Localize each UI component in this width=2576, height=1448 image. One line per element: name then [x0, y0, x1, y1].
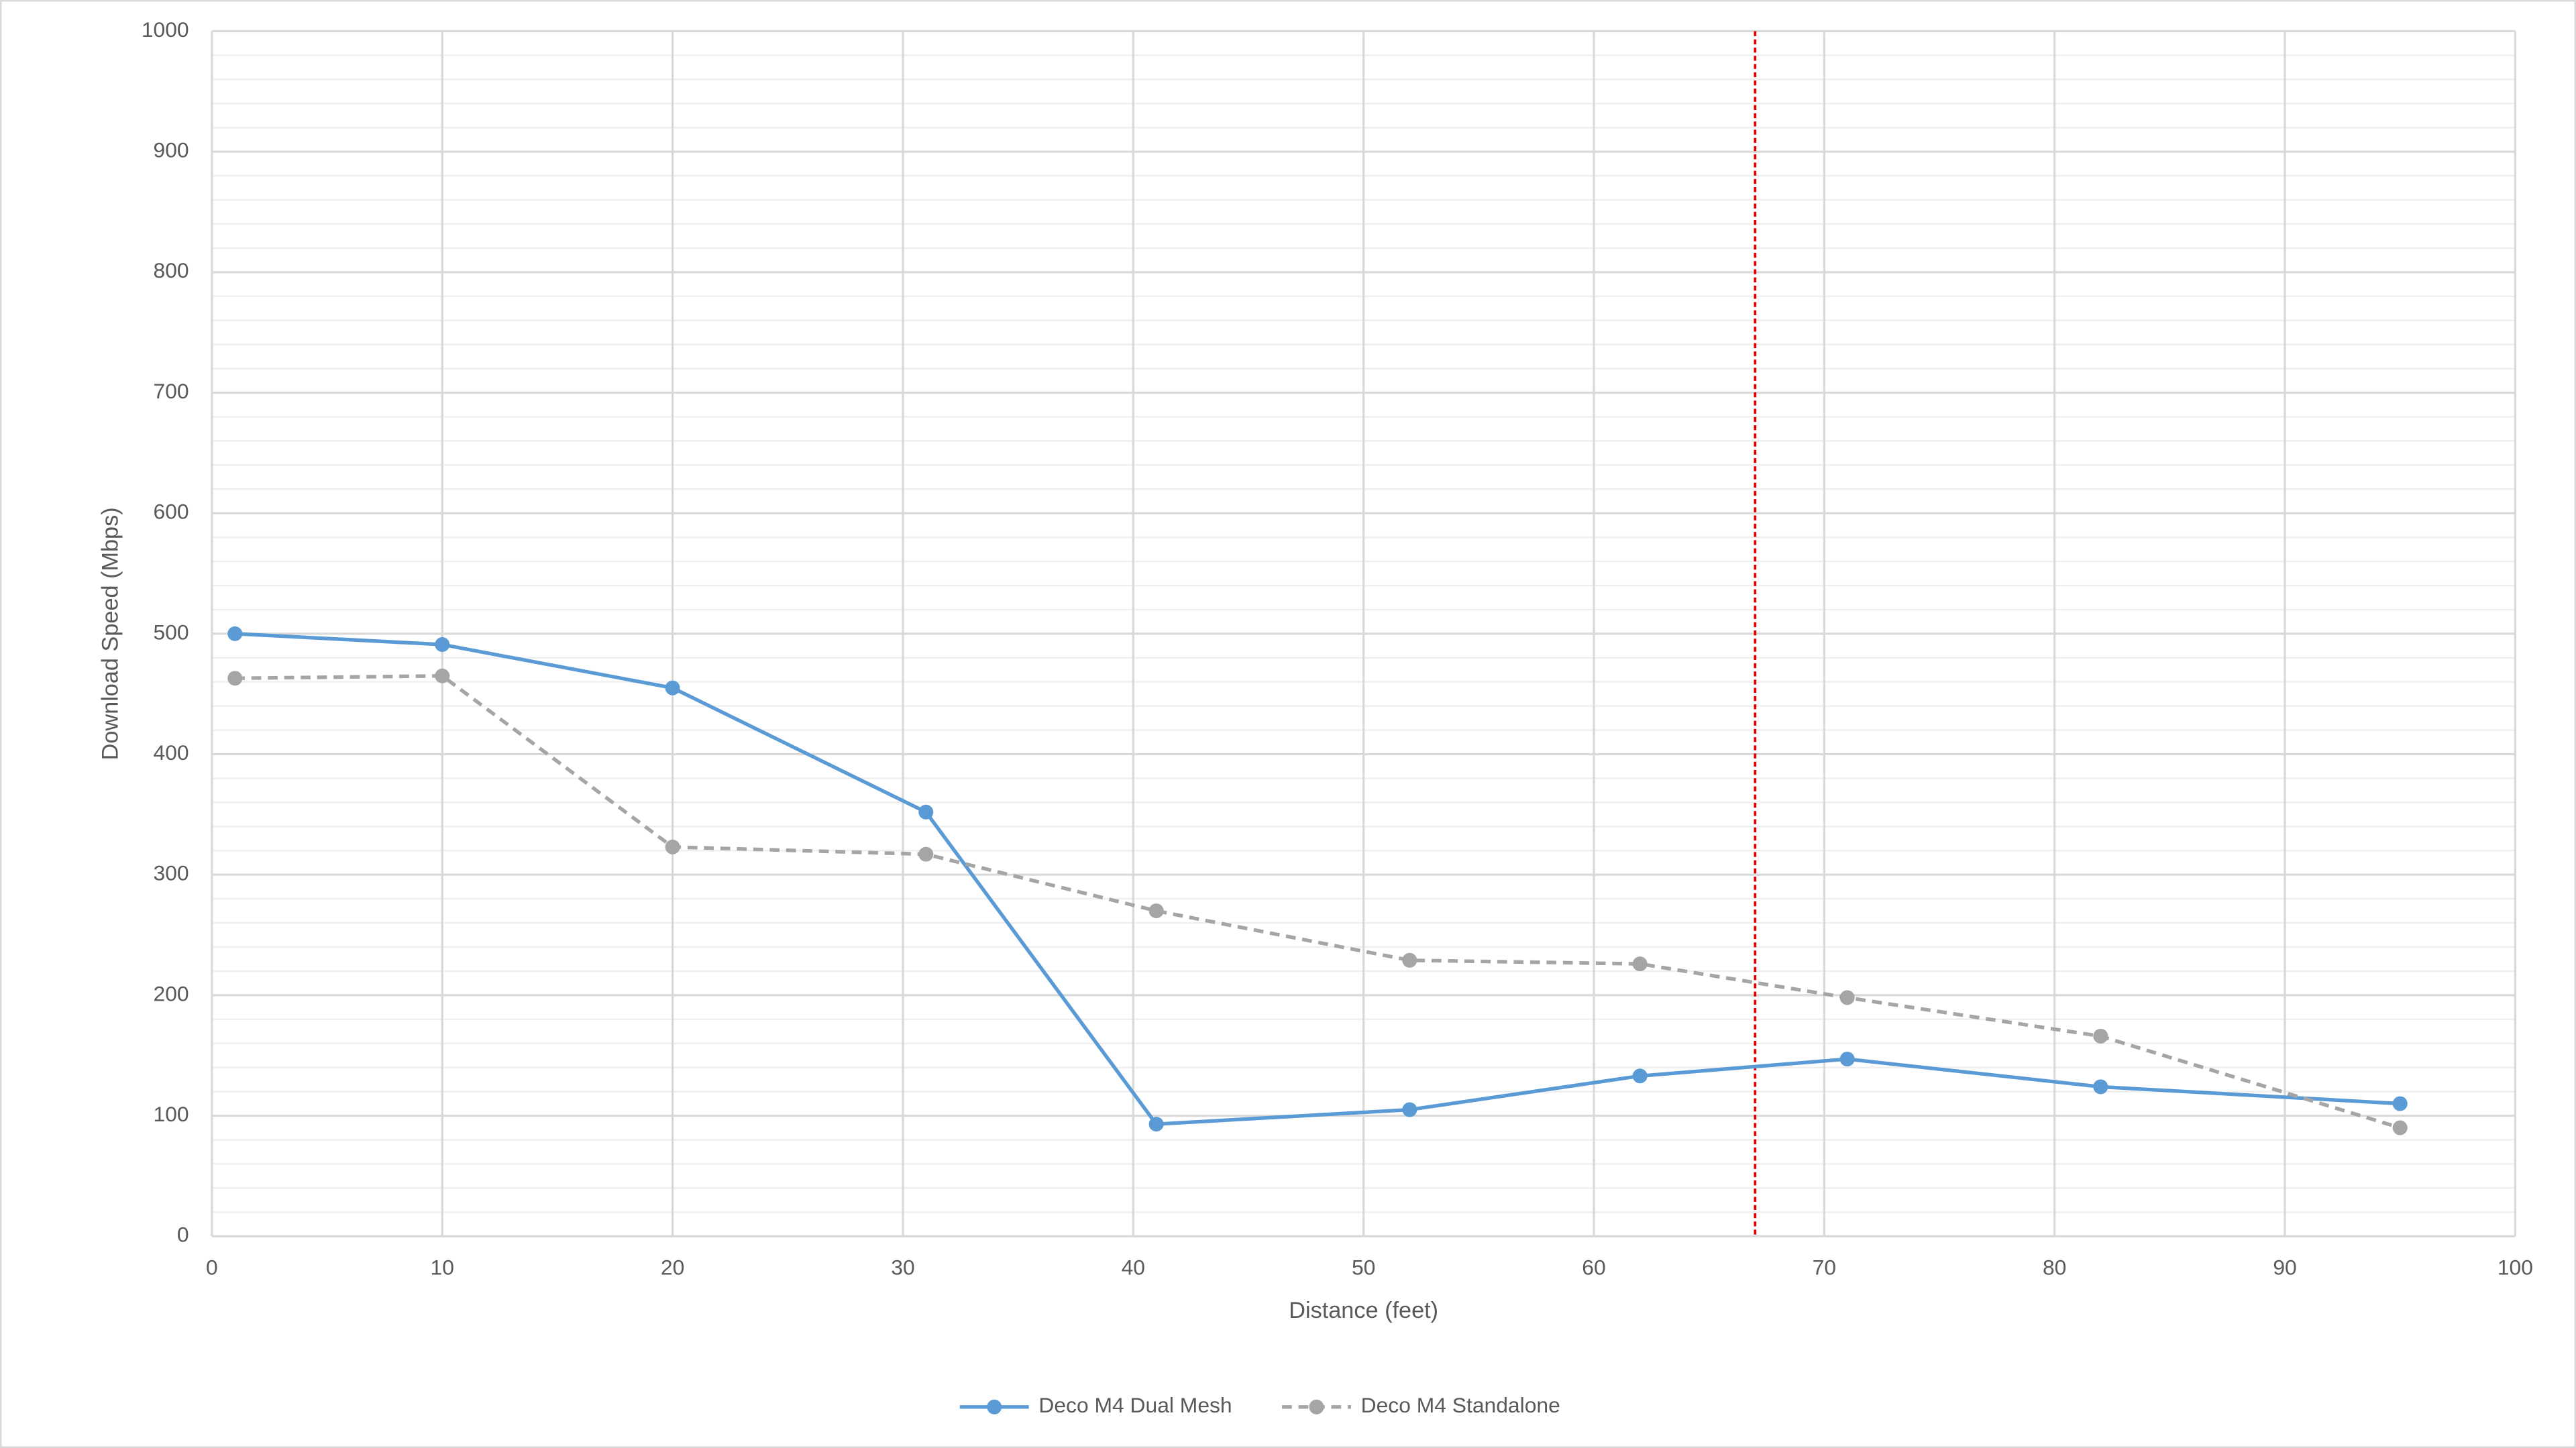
y-axis-title: Download Speed (Mbps) [98, 507, 123, 760]
y-tick-label: 700 [154, 379, 189, 403]
x-tick-label: 30 [891, 1256, 914, 1280]
x-tick-label: 40 [1122, 1256, 1145, 1280]
x-tick-label: 90 [2273, 1256, 2296, 1280]
x-axis-title: Distance (feet) [1289, 1298, 1438, 1323]
y-tick-label: 400 [154, 740, 189, 765]
point [1632, 1068, 1648, 1084]
y-tick-label: 900 [154, 138, 189, 162]
y-tick-label: 0 [177, 1223, 189, 1247]
legend-label: Deco M4 Dual Mesh [1038, 1393, 1232, 1417]
x-tick-label: 80 [2043, 1256, 2066, 1280]
x-tick-label: 20 [661, 1256, 684, 1280]
point [1402, 952, 1417, 968]
point [227, 671, 243, 686]
point [1148, 903, 1164, 919]
y-tick-label: 200 [154, 981, 189, 1005]
x-tick-label: 0 [206, 1256, 218, 1280]
x-tick-label: 70 [1813, 1256, 1836, 1280]
point [435, 637, 450, 653]
point [1839, 1052, 1855, 1067]
y-tick-label: 100 [154, 1102, 189, 1126]
point [2392, 1096, 2408, 1111]
legend-marker [987, 1399, 1002, 1414]
y-tick-label: 500 [154, 620, 189, 644]
point [918, 846, 934, 862]
x-tick-label: 50 [1352, 1256, 1375, 1280]
point [227, 626, 243, 641]
x-tick-label: 100 [2498, 1256, 2533, 1280]
point [665, 680, 680, 695]
x-tick-label: 10 [431, 1256, 454, 1280]
point [665, 839, 680, 854]
point [435, 668, 450, 683]
legend-marker [1309, 1399, 1324, 1414]
series-line [235, 632, 2400, 1126]
point [2093, 1028, 2108, 1044]
point [1148, 1117, 1164, 1132]
x-tick-label: 60 [1582, 1256, 1605, 1280]
point [1632, 956, 1648, 972]
point [2392, 1120, 2408, 1135]
y-tick-label: 1000 [142, 17, 189, 42]
point [918, 804, 934, 820]
point [2093, 1079, 2108, 1095]
series-line [235, 674, 2401, 1130]
y-tick-label: 800 [154, 258, 189, 282]
point [1839, 990, 1855, 1005]
legend-label: Deco M4 Standalone [1361, 1393, 1560, 1417]
y-tick-label: 600 [154, 500, 189, 524]
y-tick-label: 300 [154, 861, 189, 885]
point [1402, 1102, 1417, 1117]
